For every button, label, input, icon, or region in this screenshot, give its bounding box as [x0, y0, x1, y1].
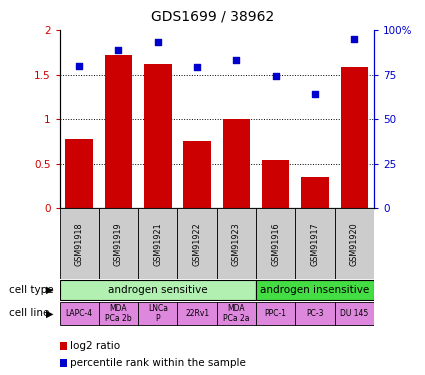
Bar	[60, 280, 256, 300]
Text: GSM91917: GSM91917	[311, 222, 320, 266]
Text: PC-3: PC-3	[306, 309, 324, 318]
Bar	[335, 302, 374, 325]
Text: DU 145: DU 145	[340, 309, 368, 318]
Text: log2 ratio: log2 ratio	[70, 341, 120, 351]
Text: ▶: ▶	[46, 285, 54, 295]
Text: GSM91919: GSM91919	[114, 222, 123, 266]
Text: ▶: ▶	[46, 309, 54, 318]
Bar	[295, 208, 335, 279]
Bar	[138, 302, 178, 325]
Text: MDA
PCa 2b: MDA PCa 2b	[105, 304, 132, 323]
Text: percentile rank within the sample: percentile rank within the sample	[70, 358, 246, 368]
Bar	[183, 141, 211, 208]
Bar	[340, 68, 368, 208]
Bar	[301, 177, 329, 208]
Text: GSM91922: GSM91922	[193, 222, 201, 266]
Bar	[256, 208, 295, 279]
Text: GSM91918: GSM91918	[75, 222, 84, 266]
Bar	[60, 302, 99, 325]
Bar	[335, 208, 374, 279]
Text: LNCa
P: LNCa P	[148, 304, 168, 323]
Bar	[256, 280, 374, 300]
Bar	[60, 208, 99, 279]
Text: PPC-1: PPC-1	[265, 309, 287, 318]
Bar	[256, 302, 295, 325]
Point	[312, 91, 318, 97]
Bar	[144, 64, 172, 208]
Text: GDS1699 / 38962: GDS1699 / 38962	[151, 9, 274, 23]
Text: GSM91923: GSM91923	[232, 222, 241, 266]
Text: androgen insensitive: androgen insensitive	[261, 285, 370, 295]
Point	[115, 46, 122, 53]
Bar	[99, 208, 138, 279]
Text: GSM91921: GSM91921	[153, 222, 162, 266]
Point	[351, 36, 358, 42]
Bar	[105, 55, 132, 208]
Bar	[262, 160, 289, 208]
Point	[76, 63, 82, 69]
Text: 22Rv1: 22Rv1	[185, 309, 209, 318]
Text: LAPC-4: LAPC-4	[65, 309, 93, 318]
Bar	[217, 208, 256, 279]
Text: cell line: cell line	[9, 309, 50, 318]
Bar	[217, 302, 256, 325]
Bar	[178, 302, 217, 325]
Bar	[295, 302, 335, 325]
Text: androgen sensitive: androgen sensitive	[108, 285, 207, 295]
Bar	[223, 119, 250, 208]
Text: GSM91920: GSM91920	[350, 222, 359, 266]
Bar	[65, 139, 93, 208]
Bar	[178, 208, 217, 279]
Point	[272, 74, 279, 80]
Text: GSM91916: GSM91916	[271, 222, 280, 266]
Point	[194, 64, 201, 70]
Bar	[99, 302, 138, 325]
Text: MDA
PCa 2a: MDA PCa 2a	[223, 304, 249, 323]
Point	[154, 39, 161, 45]
Bar	[138, 208, 178, 279]
Point	[233, 57, 240, 63]
Text: cell type: cell type	[9, 285, 54, 295]
